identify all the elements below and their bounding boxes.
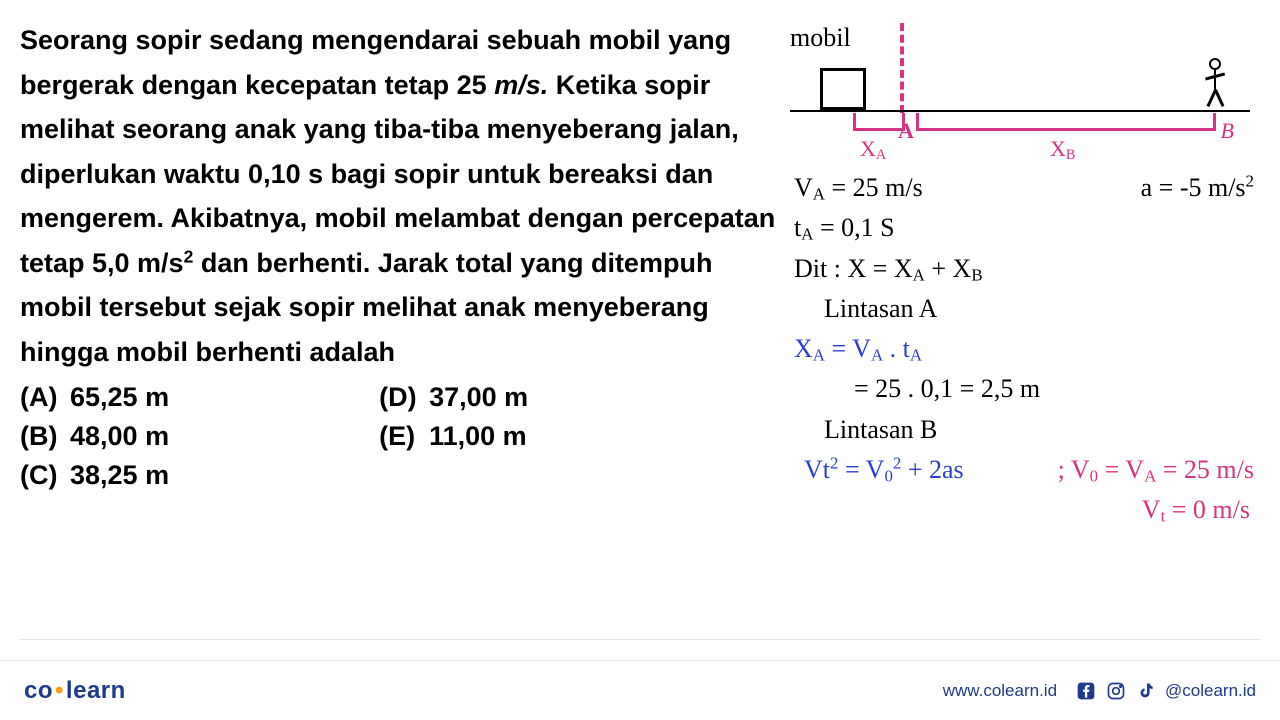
work-line-1a: VA = 25 m/s — [794, 168, 923, 208]
point-a-label: A — [898, 118, 914, 144]
handwritten-work: VA = 25 m/s a = -5 m/s2 tA = 0,1 S Dit :… — [790, 168, 1260, 531]
option-c: (C)38,25 m — [20, 460, 169, 491]
option-d: (D)37,00 m — [379, 382, 528, 413]
work-line-2: tA = 0,1 S — [794, 208, 1260, 248]
work-line-8b: ; V0 = VA = 25 m/s — [1058, 450, 1254, 490]
xb-label: XB — [1050, 136, 1075, 164]
ground-line — [790, 110, 1250, 112]
work-line-6: = 25 . 0,1 = 2,5 m — [794, 369, 1260, 409]
car-label: mobil — [790, 23, 851, 53]
footer-url: www.colearn.id — [943, 681, 1057, 701]
bracket-xb — [916, 113, 1216, 131]
work-line-3: Dit : X = XA + XB — [794, 249, 1260, 289]
work-line-5: XA = VA . tA — [794, 329, 1260, 369]
point-b-label: B — [1221, 118, 1234, 144]
work-line-8a: Vt2 = V02 + 2as — [794, 450, 964, 490]
dashed-line — [900, 23, 904, 113]
person-icon — [1200, 58, 1230, 113]
tiktok-icon — [1135, 680, 1157, 702]
options: (A)65,25 m (B)48,00 m (C)38,25 m (D)37,0… — [20, 382, 790, 491]
instagram-icon — [1105, 680, 1127, 702]
work-line-4: Lintasan A — [794, 289, 1260, 329]
divider — [20, 639, 1260, 640]
xa-label: XA — [860, 136, 886, 164]
logo: co•learn — [24, 677, 126, 705]
option-a: (A)65,25 m — [20, 382, 169, 413]
facebook-icon — [1075, 680, 1097, 702]
problem-text: Seorang sopir sedang mengendarai sebuah … — [20, 18, 790, 374]
option-e: (E)11,00 m — [379, 421, 528, 452]
footer: co•learn www.colearn.id @colearn.id — [0, 660, 1280, 720]
option-b: (B)48,00 m — [20, 421, 169, 452]
car-icon — [820, 68, 866, 110]
footer-handle: @colearn.id — [1165, 681, 1256, 701]
work-line-7: Lintasan B — [794, 410, 1260, 450]
diagram: mobil A B XA XB — [790, 18, 1250, 168]
work-line-1b: a = -5 m/s2 — [1141, 168, 1254, 208]
work-line-9: Vt = 0 m/s — [794, 490, 1260, 530]
